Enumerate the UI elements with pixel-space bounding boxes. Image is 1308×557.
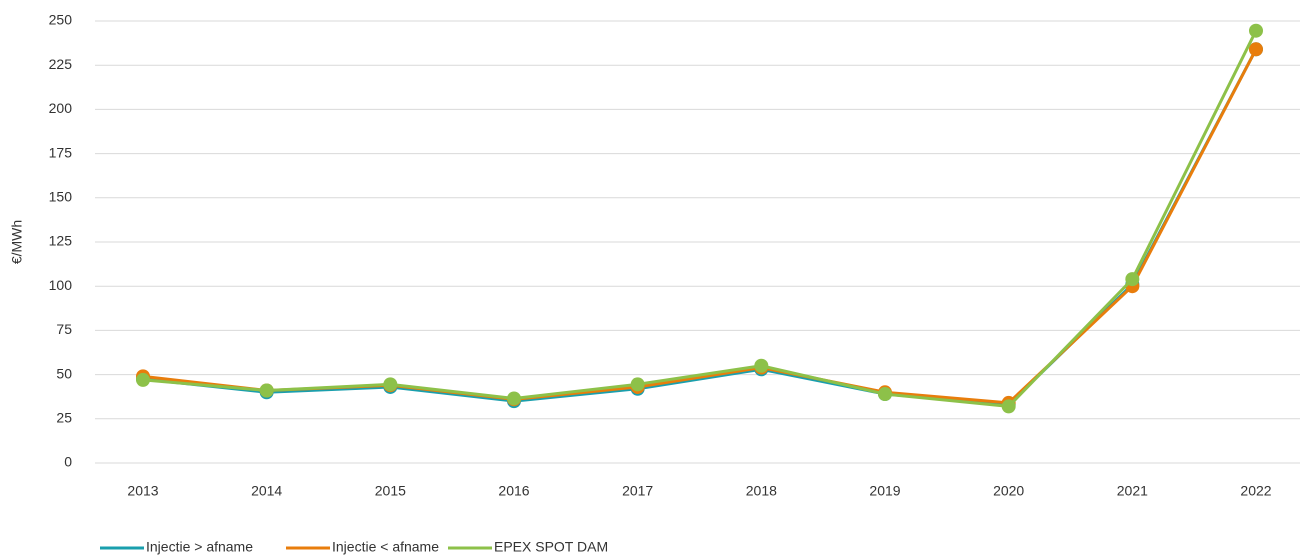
series-line — [142, 48, 1258, 405]
point-marker — [754, 358, 769, 373]
x-tick-label: 2014 — [251, 483, 282, 499]
x-tick-label: 2016 — [498, 483, 529, 499]
y-tick-label: 100 — [49, 277, 73, 293]
y-tick-label: 50 — [56, 365, 72, 381]
legend-label: Injectie > afname — [146, 539, 253, 555]
y-tick-label: 150 — [49, 189, 73, 205]
y-tick-label: 225 — [49, 56, 73, 72]
legend-label: EPEX SPOT DAM — [494, 539, 608, 555]
legend-label: Injectie < afname — [332, 539, 439, 555]
y-tick-label: 250 — [49, 12, 73, 28]
point-marker — [1125, 272, 1140, 287]
x-tick-label: 2015 — [375, 483, 406, 499]
x-tick-label: 2022 — [1240, 483, 1271, 499]
y-tick-label: 0 — [64, 454, 72, 470]
series-line — [142, 48, 1258, 407]
x-tick-label: 2020 — [993, 483, 1024, 499]
point-marker — [1001, 399, 1016, 414]
y-tick-label: 200 — [49, 100, 73, 116]
point-marker — [1249, 23, 1263, 38]
x-tick-label: 2018 — [746, 483, 777, 499]
point-marker — [878, 387, 892, 402]
y-axis-label: €/MWh — [9, 220, 25, 264]
point-marker — [507, 391, 521, 406]
y-tick-label: 75 — [56, 321, 72, 337]
series-line — [142, 30, 1258, 408]
x-tick-label: 2019 — [869, 483, 900, 499]
x-tick-label: 2017 — [622, 483, 653, 499]
y-tick-label: 25 — [56, 410, 72, 426]
point-marker — [259, 383, 274, 398]
point-marker — [1249, 42, 1263, 57]
y-tick-label: 125 — [49, 233, 73, 249]
y-tick-label: 175 — [49, 144, 73, 160]
x-tick-label: 2021 — [1117, 483, 1148, 499]
point-marker — [630, 377, 645, 392]
point-marker — [383, 377, 398, 392]
point-marker — [136, 372, 150, 387]
x-tick-label: 2013 — [127, 483, 158, 499]
